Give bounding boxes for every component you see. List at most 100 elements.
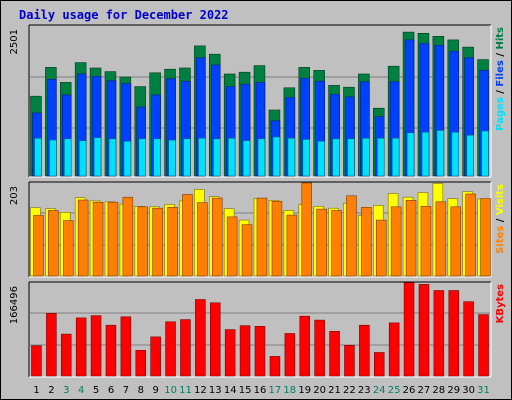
- bar-kbytes-day-3: [60, 333, 72, 377]
- bar-kbytes-day-9: [150, 336, 161, 377]
- bar-pages-day-18: [287, 137, 296, 177]
- day-label-18: 18: [283, 385, 296, 396]
- bar-sites-day-18: [286, 214, 298, 277]
- bar-sites-day-1: [33, 215, 44, 277]
- panel-visits-sites: 203 Sites / Visits: [9, 181, 506, 278]
- bar-kbytes-day-22: [344, 344, 355, 377]
- bar-pages-day-24: [376, 137, 385, 177]
- day-label-1: 1: [33, 385, 39, 396]
- bar-pages-day-5: [93, 137, 102, 177]
- bar-kbytes-day-6: [105, 324, 117, 377]
- bar-kbytes-day-29: [448, 290, 459, 377]
- bar-kbytes-day-25: [388, 322, 400, 377]
- day-label-30: 30: [462, 385, 475, 396]
- bar-sites-day-28: [435, 201, 447, 277]
- bar-pages-day-23: [362, 137, 370, 177]
- legend-separator: /: [495, 215, 506, 226]
- bar-pages-day-30: [466, 134, 474, 177]
- legend-hits: Hits: [495, 27, 506, 50]
- bar-pages-day-4: [78, 140, 87, 177]
- bar-kbytes-day-5: [90, 315, 102, 377]
- bar-pages-day-3: [63, 138, 72, 177]
- day-label-9: 9: [153, 385, 159, 396]
- bar-pages-day-17: [272, 136, 281, 177]
- bar-sites-day-10: [167, 207, 178, 277]
- bar-sites-day-22: [346, 195, 357, 277]
- day-label-20: 20: [313, 385, 326, 396]
- day-label-6: 6: [108, 385, 114, 396]
- day-label-8: 8: [138, 385, 144, 396]
- bar-sites-day-16: [256, 197, 268, 277]
- bar-sites-day-13: [212, 197, 223, 277]
- bar-pages-day-31: [481, 130, 489, 177]
- bar-pages-day-22: [347, 138, 355, 177]
- bar-kbytes-day-19: [299, 315, 310, 377]
- bar-sites-day-9: [152, 207, 163, 277]
- bar-sites-day-24: [375, 219, 387, 277]
- bar-pages-day-28: [436, 130, 445, 177]
- bar-pages-day-19: [302, 139, 310, 177]
- day-label-23: 23: [358, 385, 371, 396]
- panel-hits-files-pages: 2501 Pages / Files / Hits: [9, 24, 506, 178]
- bar-pages-day-7: [123, 140, 132, 177]
- bar-kbytes-day-27: [418, 284, 430, 377]
- day-label-22: 22: [343, 385, 356, 396]
- bar-sites-day-17: [271, 201, 283, 277]
- day-label-28: 28: [432, 385, 445, 396]
- day-label-19: 19: [298, 385, 311, 396]
- day-label-11: 11: [179, 385, 192, 396]
- day-label-31: 31: [477, 385, 490, 396]
- day-label-16: 16: [254, 385, 267, 396]
- bar-sites-day-27: [420, 206, 432, 277]
- bar-sites-day-20: [316, 208, 327, 277]
- day-label-17: 17: [269, 385, 282, 396]
- day-label-15: 15: [239, 385, 252, 396]
- day-label-2: 2: [48, 385, 54, 396]
- bar-pages-day-29: [451, 131, 459, 177]
- bar-pages-day-25: [391, 137, 400, 177]
- bar-sites-day-8: [137, 206, 149, 277]
- legend-sites: Sites: [495, 226, 506, 254]
- bar-sites-day-23: [361, 207, 372, 277]
- y-max-label-hits-files-pages: 2501: [9, 29, 20, 54]
- day-label-7: 7: [123, 385, 129, 396]
- bar-sites-day-7: [122, 196, 134, 277]
- day-label-21: 21: [328, 385, 341, 396]
- day-label-10: 10: [164, 385, 177, 396]
- day-label-25: 25: [388, 385, 401, 396]
- bar-kbytes-day-4: [75, 317, 87, 377]
- chart-title: Daily usage for December 2022: [19, 8, 229, 22]
- side-legend-visits-sites: Sites / Visits: [495, 184, 506, 254]
- side-legend-kbytes: KBytes: [495, 284, 506, 323]
- day-label-3: 3: [63, 385, 69, 396]
- bar-kbytes-day-7: [120, 316, 132, 377]
- bar-kbytes-day-12: [195, 299, 206, 377]
- bar-pages-day-16: [257, 138, 266, 177]
- bar-pages-day-11: [183, 138, 191, 177]
- bar-kbytes-day-16: [254, 325, 266, 377]
- bar-kbytes-day-23: [359, 324, 370, 377]
- legend-files: Files: [495, 60, 506, 86]
- bar-sites-day-6: [107, 201, 119, 277]
- legend-kbytes: KBytes: [495, 284, 506, 323]
- day-label-4: 4: [78, 385, 84, 396]
- bar-sites-day-31: [480, 198, 491, 277]
- day-label-26: 26: [403, 385, 416, 396]
- bar-sites-day-26: [405, 200, 417, 277]
- bar-kbytes-day-1: [31, 345, 42, 377]
- bar-sites-day-29: [450, 206, 461, 277]
- bar-pages-day-15: [242, 140, 251, 177]
- bar-kbytes-day-24: [373, 352, 385, 377]
- bar-pages-day-26: [406, 132, 415, 177]
- bar-pages-day-10: [168, 139, 176, 177]
- bar-pages-day-1: [34, 137, 42, 177]
- bar-kbytes-day-21: [329, 330, 340, 377]
- y-max-label-kbytes: 166496: [9, 286, 20, 324]
- day-label-24: 24: [373, 385, 386, 396]
- bar-kbytes-day-13: [210, 302, 221, 377]
- bar-pages-day-21: [332, 138, 340, 177]
- bar-pages-day-20: [317, 140, 325, 177]
- bar-sites-day-2: [48, 210, 59, 277]
- legend-separator: /: [495, 50, 506, 61]
- bar-kbytes-day-17: [269, 356, 281, 377]
